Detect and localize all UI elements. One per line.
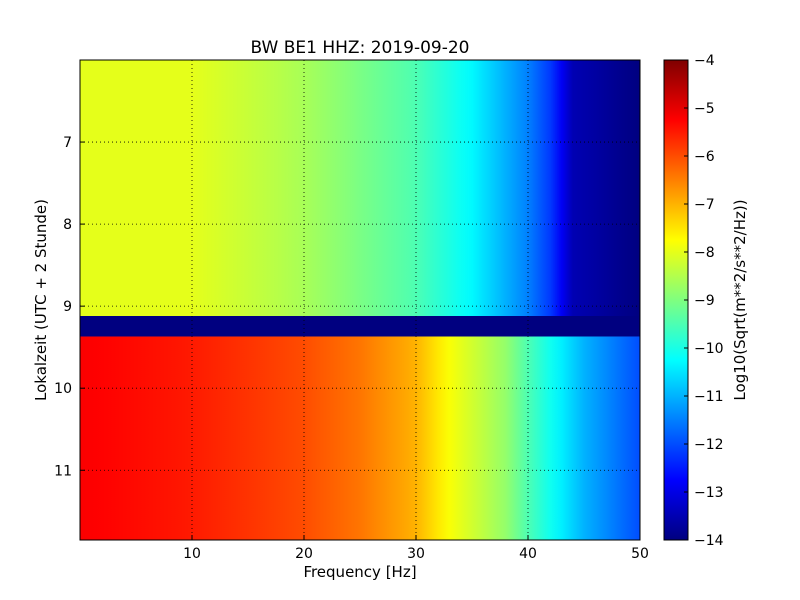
colorbar-tick-label: −12 [694,437,724,453]
colorbar-tick-label: −6 [694,149,715,165]
x-axis: 10 20 30 40 50 [183,535,649,562]
grid-lines [80,60,640,540]
y-axis: 7 8 9 10 11 [54,135,85,479]
x-tick-label: 30 [407,546,425,562]
colorbar-tick-label: −11 [694,389,724,405]
y-tick-label: 10 [54,381,72,397]
x-tick-label: 10 [183,546,201,562]
colorbar-ticks: −4 −5 −6 −7 −8 −9 −10 −11 −12 −13 −14 [684,53,724,549]
y-tick-label: 8 [63,217,72,233]
colorbar-tick-label: −13 [694,485,724,501]
x-tick-label: 20 [295,546,313,562]
x-axis-label: Frequency [Hz] [303,563,416,581]
plot-frame [79,59,641,541]
y-axis-label: Lokalzeit (UTC + 2 Stunde) [32,199,50,401]
colorbar-tick-label: −8 [694,245,715,261]
y-tick-label: 7 [63,135,72,151]
colorbar-tick-label: −9 [694,293,715,309]
chart-title: BW BE1 HHZ: 2019-09-20 [250,38,469,58]
spectrogram-segment-quiet [80,60,640,316]
colorbar-label: Log10(Sqrt(m**2/s**2/Hz)) [731,199,749,400]
spectrogram-gap-band [80,316,640,337]
heatmap-area [80,60,640,540]
colorbar-tick-label: −5 [694,101,715,117]
y-tick-label: 9 [63,299,72,315]
x-tick-label: 40 [519,546,537,562]
x-tick-label: 50 [631,546,649,562]
spectrogram-segment-active [80,336,640,540]
y-tick-label: 11 [54,463,72,479]
colorbar-tick-label: −10 [694,341,724,357]
colorbar-tick-label: −4 [694,53,715,69]
colorbar-tick-label: −7 [694,197,715,213]
colorbar-tick-label: −14 [694,533,724,549]
